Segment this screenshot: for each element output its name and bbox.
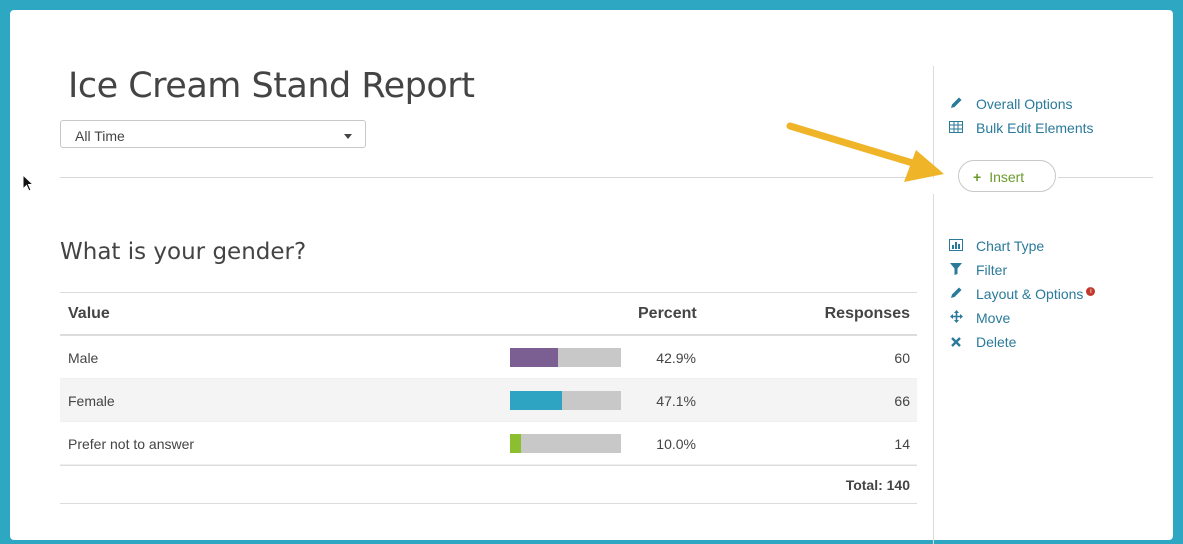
results-table: Value Percent Responses Male 42.9% 60 Fe… [60,292,917,504]
chart-type-link[interactable]: Chart Type [948,238,1044,254]
table-row: Male 42.9% 60 [60,336,917,379]
table-total-row: Total: 140 [60,465,917,504]
column-header-responses: Responses [824,305,910,322]
filter-label: Filter [976,262,1008,278]
layout-options-label: Layout & Options [976,286,1084,302]
row-percent: 10.0% [656,436,696,452]
table-header: Value Percent Responses [60,292,917,336]
mouse-cursor-icon [22,174,34,192]
insert-divider [1058,177,1153,178]
plus-icon: + [973,169,982,185]
row-label: Prefer not to answer [68,436,195,452]
row-label: Female [68,393,115,409]
row-label: Male [68,350,99,366]
row-responses: 60 [894,350,910,366]
table-icon [948,121,964,136]
percent-bar-fill [510,434,522,453]
move-icon [948,310,964,326]
insert-label: Insert [989,169,1025,185]
chart-type-label: Chart Type [976,238,1045,254]
row-responses: 66 [894,393,910,409]
info-icon: i [1086,287,1096,296]
delete-link[interactable]: Delete [948,334,1016,350]
sidebar-divider-top [933,66,934,178]
close-icon [948,335,964,350]
date-range-select[interactable]: All Time [60,120,366,148]
chevron-down-icon [344,134,352,139]
insert-button[interactable]: + Insert [958,160,1056,192]
column-header-value: Value [68,305,110,322]
percent-bar [510,434,621,453]
delete-label: Delete [976,334,1017,350]
percent-bar [510,391,621,410]
report-panel: Ice Cream Stand Report All Time What is … [10,10,1173,544]
total-responses: Total: 140 [845,477,910,493]
overall-options-label: Overall Options [976,96,1073,112]
percent-bar [510,348,621,367]
filter-icon [948,263,964,278]
bulk-edit-label: Bulk Edit Elements [976,120,1094,136]
row-percent: 47.1% [656,393,696,409]
date-range-value: All Time [75,128,125,144]
filter-link[interactable]: Filter [948,262,1007,278]
question-title: What is your gender? [60,239,307,265]
column-header-percent: Percent [638,305,697,322]
percent-bar-fill [510,348,558,367]
pencil-icon [948,96,964,112]
move-label: Move [976,310,1011,326]
bar-chart-icon [948,239,964,254]
table-row: Female 47.1% 66 [60,379,917,422]
overall-options-link[interactable]: Overall Options [948,96,1072,112]
row-responses: 14 [894,436,910,452]
sidebar-divider-bottom [933,194,934,544]
table-row: Prefer not to answer 10.0% 14 [60,422,917,465]
page-title: Ice Cream Stand Report [68,66,475,106]
pencil-icon [948,286,964,302]
row-percent: 42.9% [656,350,696,366]
annotation-arrow-icon [786,122,944,182]
bulk-edit-link[interactable]: Bulk Edit Elements [948,120,1094,136]
layout-options-link[interactable]: Layout & Options i [948,286,1096,302]
move-link[interactable]: Move [948,310,1010,326]
percent-bar-fill [510,391,563,410]
header-divider [60,177,917,178]
